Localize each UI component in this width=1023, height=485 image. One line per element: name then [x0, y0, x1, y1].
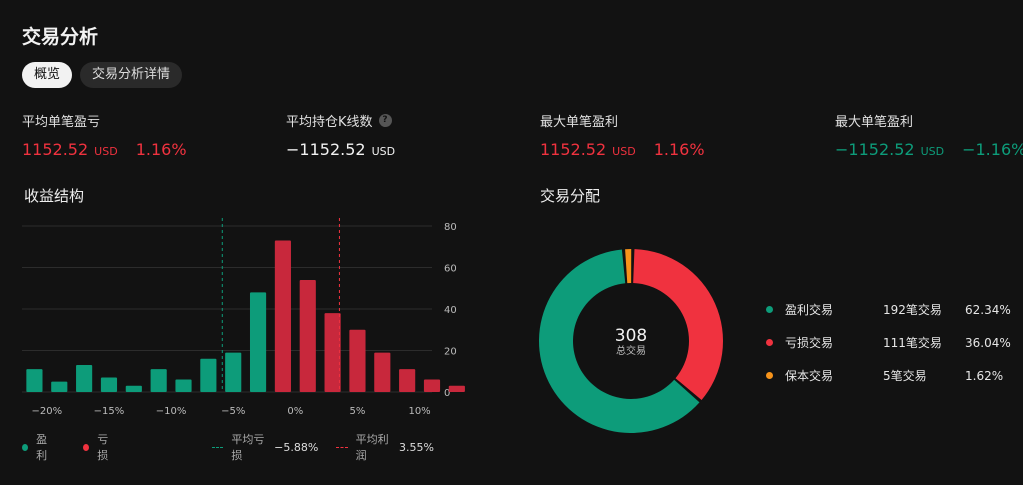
stat-value: −1152.52: [286, 140, 366, 159]
donut-slice: [633, 249, 723, 400]
legend-loss: 亏损: [97, 433, 109, 462]
y-tick-label: 20: [444, 347, 457, 358]
chart-bar: [100, 377, 118, 392]
y-tick-label: 60: [444, 264, 457, 275]
chart-bar: [200, 358, 217, 392]
chart-legend: 盈利 亏损 平均亏损 −5.88% 平均利润 3.55%: [22, 431, 462, 463]
list-item: 亏损交易 111笔交易 36.04%: [766, 334, 1011, 351]
chart-bar: [399, 369, 416, 392]
chart-bar: [324, 313, 341, 392]
stat-value: −1152.52: [835, 140, 915, 159]
chart-bar: [423, 379, 441, 392]
stat-label: 平均持仓K线数: [286, 115, 373, 130]
stat-unit: USD: [920, 145, 945, 158]
donut-slice: [539, 249, 700, 433]
y-tick-label: 40: [444, 305, 457, 316]
chart-bar: [274, 240, 291, 392]
chart-bar: [51, 381, 68, 392]
item-name: 盈利交易: [785, 303, 834, 317]
profit-dot-icon: [22, 443, 29, 451]
help-icon[interactable]: ?: [378, 114, 392, 127]
stat-unit: USD: [371, 145, 396, 158]
profit-structure-chart: 0 20 40 60 80 −20% −15% −10% −5% 0% 5% 10%: [22, 218, 465, 417]
tab-trade-analysis-details[interactable]: 交易分析详情: [80, 62, 183, 88]
chart-bar: [26, 369, 43, 392]
legend-profit: 盈利: [36, 433, 48, 462]
donut-slice: [625, 249, 632, 284]
item-percent: 36.04%: [965, 335, 1011, 350]
stat-avg-pnl: 平均单笔盈亏 1152.52 USD 1.16%: [22, 111, 187, 159]
x-tick-label: 5%: [350, 406, 366, 417]
chart-bar: [299, 279, 316, 392]
legend-avg-profit-value: 3.55%: [399, 440, 434, 454]
chart-bar: [448, 385, 465, 392]
legend-avg-profit-label: 平均利润: [355, 433, 389, 462]
stat-max-profit-2: 最大单笔盈利 −1152.52 USD −1.16%: [835, 111, 1023, 159]
stat-percent: −1.16%: [962, 140, 1023, 159]
chart-bar: [225, 352, 242, 392]
total-trades-label: 总交易: [616, 344, 646, 357]
breakeven-dot-icon: [766, 372, 773, 379]
x-tick-label: 0%: [287, 406, 303, 417]
x-tick-label: 10%: [408, 406, 430, 417]
distribution-donut-chart: 308 总交易: [539, 249, 723, 433]
loss-dot-icon: [83, 443, 90, 451]
page-title: 交易分析: [22, 26, 99, 48]
stat-max-profit: 最大单笔盈利 1152.52 USD 1.16%: [540, 111, 705, 159]
chart-bar: [76, 365, 93, 392]
chart-bar: [150, 369, 167, 392]
stat-avg-holding-bars: 平均持仓K线数 ? −1152.52 USD: [286, 111, 395, 159]
list-item: 保本交易 5笔交易 1.62%: [766, 367, 1003, 384]
x-tick-label: −10%: [156, 406, 187, 417]
x-tick-label: −15%: [94, 406, 125, 417]
item-name: 保本交易: [785, 369, 834, 383]
x-tick-label: −5%: [221, 406, 245, 417]
dashed-line-icon: [336, 446, 348, 448]
stat-unit: USD: [94, 145, 118, 158]
x-tick-label: −20%: [32, 406, 63, 417]
y-tick-label: 0: [444, 388, 450, 399]
stat-unit: USD: [612, 145, 636, 158]
chart-bar: [125, 385, 142, 392]
legend-avg-loss-value: −5.88%: [274, 440, 319, 454]
stat-value: 1152.52: [22, 140, 89, 159]
tab-overview[interactable]: 概览: [22, 62, 73, 88]
chart-bar: [175, 379, 192, 392]
list-item: 盈利交易 192笔交易 62.34%: [766, 301, 1011, 318]
profit-structure-title: 收益结构: [24, 187, 85, 205]
profit-dot-icon: [766, 306, 773, 313]
chart-bar: [249, 292, 267, 392]
stat-label: 最大单笔盈利: [835, 115, 914, 130]
chart-bar: [349, 329, 366, 392]
y-tick-label: 80: [444, 222, 457, 233]
dashed-line-icon: [212, 446, 224, 448]
stat-percent: 1.16%: [653, 140, 705, 159]
item-count: 111笔交易: [883, 336, 942, 350]
stat-value: 1152.52: [540, 140, 607, 159]
legend-avg-loss-label: 平均亏损: [231, 433, 265, 462]
tab-bar: 概览 交易分析详情: [22, 62, 183, 88]
stat-label: 最大单笔盈利: [540, 115, 619, 130]
chart-bar: [374, 352, 391, 392]
item-count: 5笔交易: [883, 369, 927, 383]
stat-label: 平均单笔盈亏: [22, 115, 101, 130]
item-count: 192笔交易: [883, 303, 942, 317]
total-trades-value: 308: [615, 326, 647, 346]
distribution-title: 交易分配: [540, 187, 601, 205]
item-percent: 1.62%: [965, 368, 1004, 383]
item-percent: 62.34%: [965, 302, 1011, 317]
stat-percent: 1.16%: [135, 140, 187, 159]
item-name: 亏损交易: [785, 336, 834, 350]
loss-dot-icon: [766, 339, 773, 346]
